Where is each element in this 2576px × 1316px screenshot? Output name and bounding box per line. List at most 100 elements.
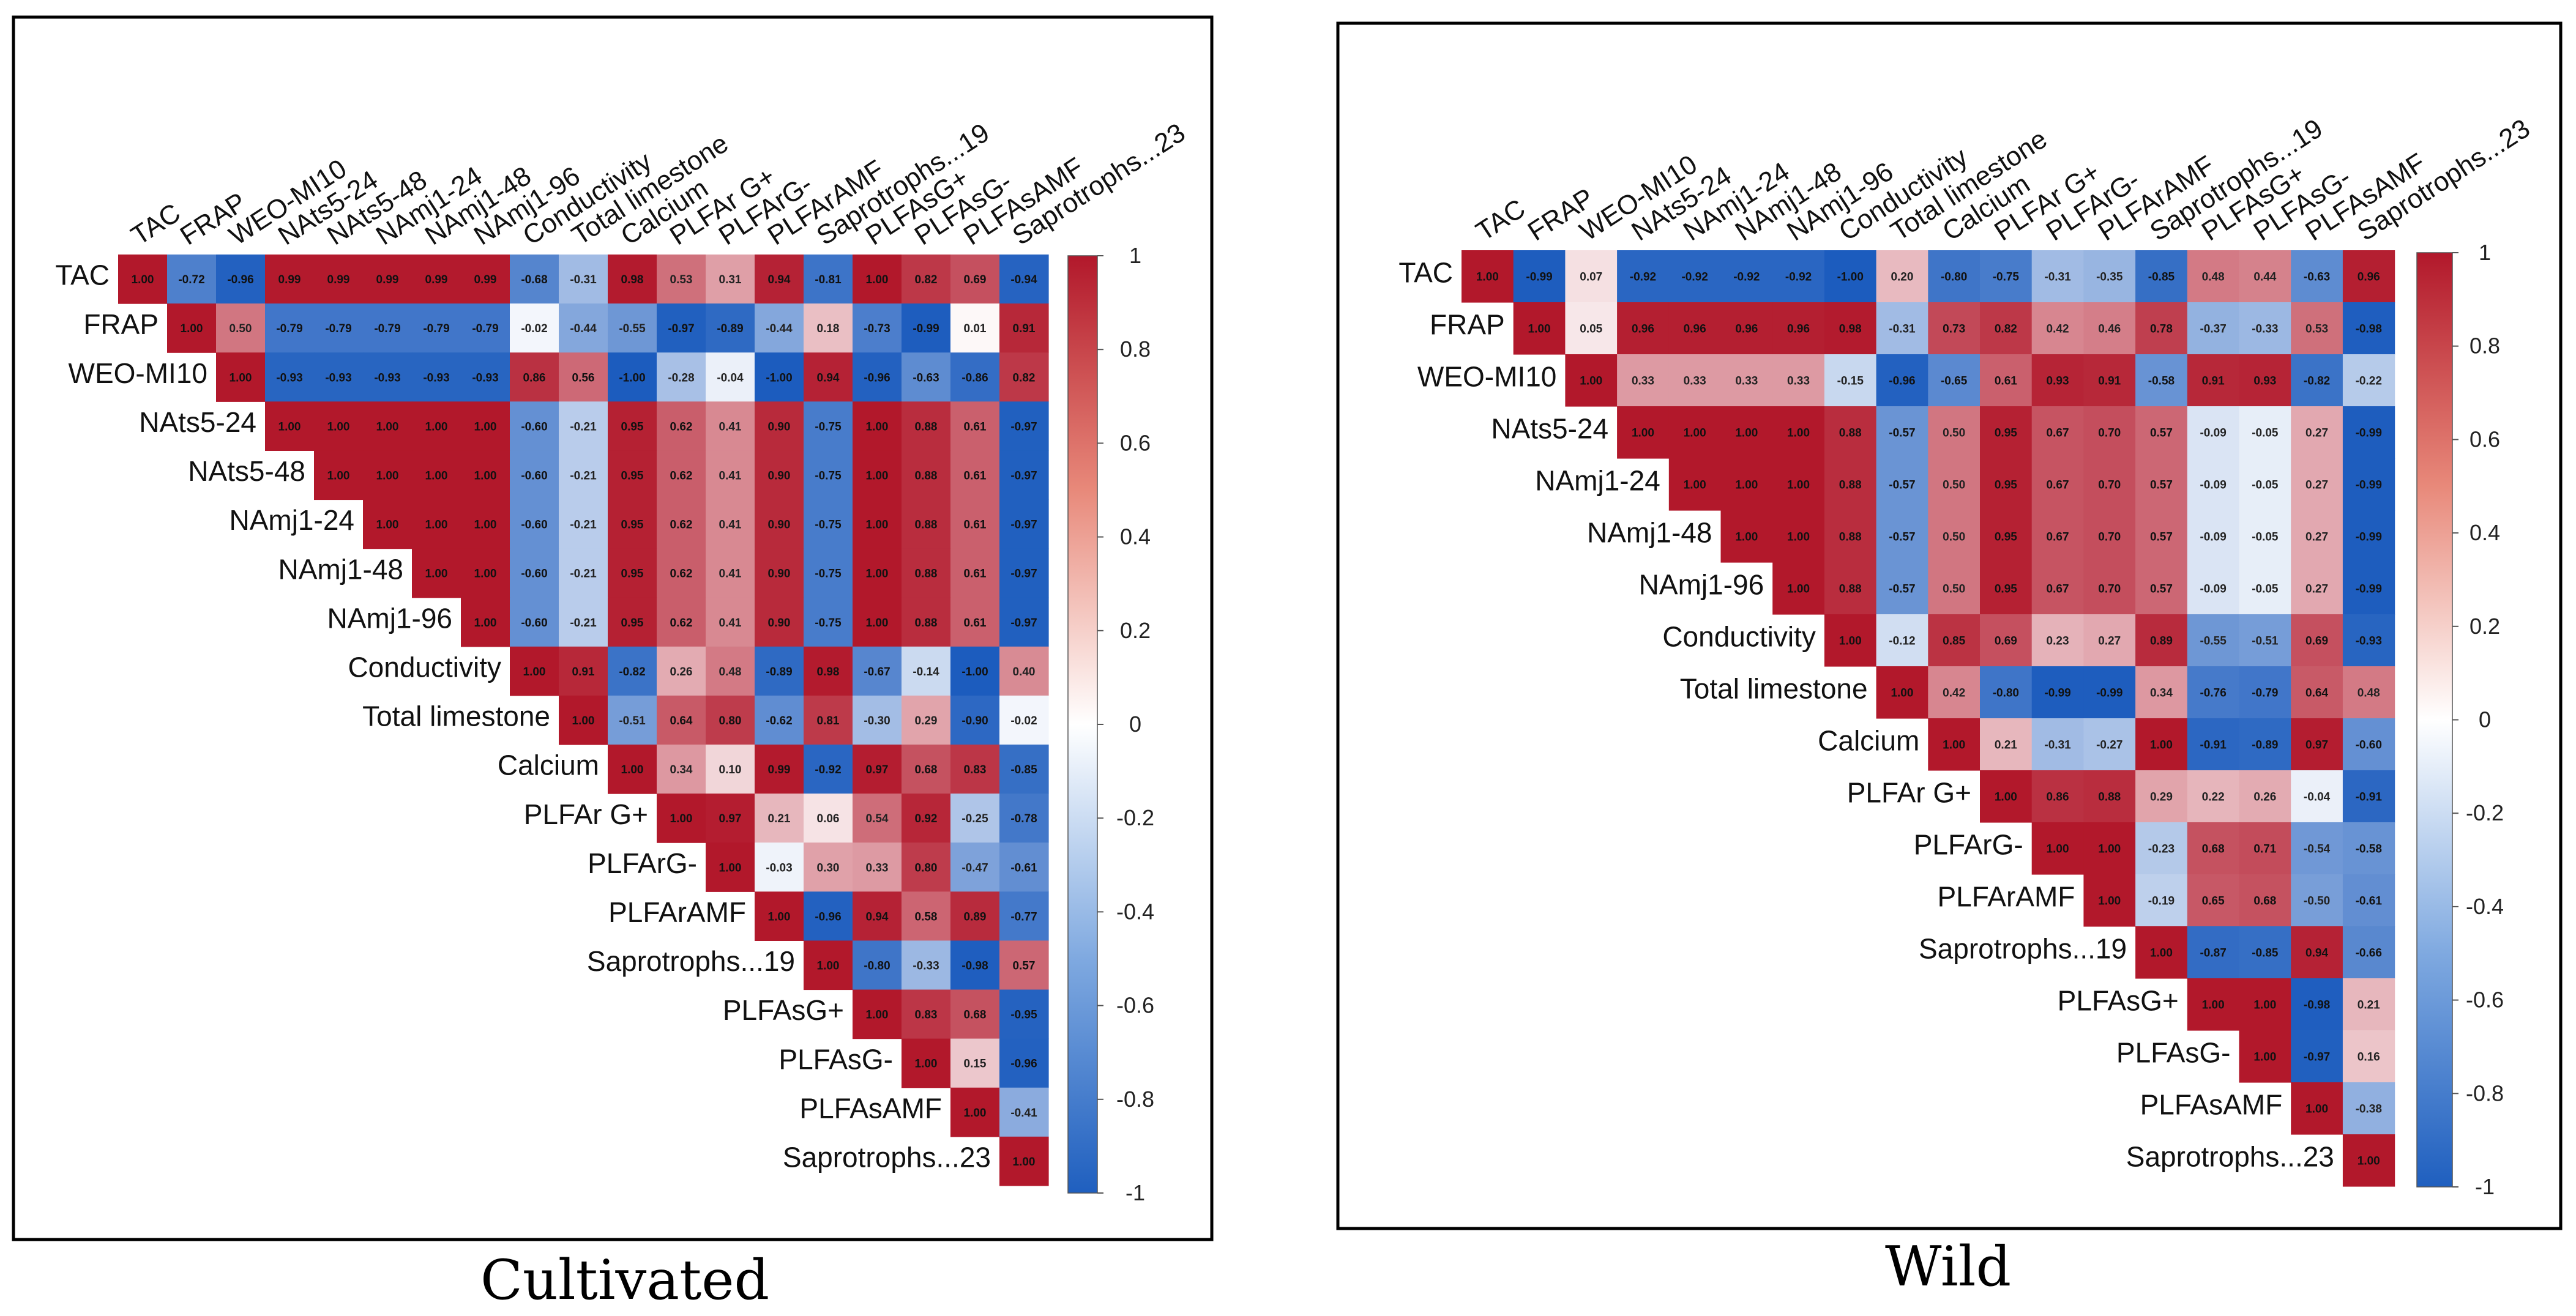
heatmap-cell (999, 940, 1049, 991)
heatmap-cell (1928, 718, 1981, 771)
heatmap-cell (1668, 250, 1722, 303)
cell-value: 0.62 (670, 469, 693, 482)
row-label: NAts5-48 (188, 455, 305, 487)
heatmap-cell (510, 352, 559, 402)
heatmap-cell (706, 794, 755, 843)
cell-value: 0.53 (2305, 323, 2328, 336)
cell-value: -0.89 (766, 666, 792, 678)
cell-value: -0.35 (2096, 271, 2123, 284)
cell-value: 0.41 (719, 420, 742, 433)
row-label: PLFAr G+ (524, 798, 648, 830)
heatmap-cell (608, 450, 657, 500)
cell-value: 0.88 (1839, 583, 1862, 596)
cell-value: 0.91 (1013, 322, 1036, 335)
cell-value: 0.88 (915, 568, 938, 581)
heatmap-cell (902, 940, 951, 991)
cell-value: -0.15 (1837, 375, 1864, 388)
heatmap-cell (216, 255, 266, 304)
cell-value: -0.80 (1993, 687, 2019, 700)
heatmap-cell (950, 352, 1000, 402)
heatmap-cell (2031, 718, 2084, 771)
cell-value: 0.33 (1684, 375, 1706, 388)
heatmap-cell (2135, 666, 2188, 719)
heatmap-cell (608, 745, 657, 794)
heatmap-cell (2187, 562, 2240, 615)
heatmap-cell (412, 255, 461, 304)
cell-value: 0.97 (866, 764, 889, 776)
heatmap-cell (853, 695, 902, 745)
colorbar-tick-label: 0.2 (2470, 614, 2500, 639)
heatmap-cell (1565, 354, 1618, 407)
heatmap-cell (2239, 770, 2291, 823)
heatmap-cell (1668, 406, 1722, 459)
cell-value: -0.57 (1889, 583, 1915, 596)
colorbar-tick-label: 0.2 (1120, 618, 1151, 643)
cultivated-panel-frame (12, 15, 1214, 1241)
cell-value: -0.04 (2304, 791, 2331, 804)
cell-value: 0.80 (719, 715, 742, 727)
heatmap-cell (1824, 250, 1877, 303)
heatmap-cell (902, 597, 951, 647)
heatmap-cell (853, 989, 902, 1039)
cell-value: 0.06 (817, 812, 840, 825)
heatmap-cell (1980, 718, 2033, 771)
heatmap-cell (2291, 406, 2343, 459)
cell-value: 1.00 (866, 469, 889, 482)
cell-value: 0.58 (915, 910, 938, 923)
cell-value: 1.00 (327, 469, 350, 482)
heatmap-cell (657, 499, 706, 549)
heatmap-cell (2135, 562, 2188, 615)
heatmap-cell (1928, 562, 1981, 615)
heatmap-cell (1668, 354, 1722, 407)
heatmap-cell (608, 303, 657, 353)
cell-value: 0.30 (817, 861, 840, 874)
cell-value: -0.97 (1010, 617, 1037, 630)
cell-value: 0.89 (2150, 635, 2173, 648)
cell-value: 0.99 (425, 273, 448, 286)
heatmap-cell (1928, 666, 1981, 719)
heatmap-cell (2239, 822, 2291, 875)
cell-value: -0.14 (913, 666, 939, 678)
heatmap-cell (1876, 510, 1928, 563)
cell-value: -0.05 (2252, 583, 2279, 596)
cell-value: 1.00 (1839, 635, 1862, 648)
row-label: Saprotrophs...19 (1919, 933, 2127, 965)
row-label: Saprotrophs...23 (2126, 1141, 2334, 1173)
cell-value: 0.90 (768, 420, 791, 433)
heatmap-cell (2342, 718, 2395, 771)
heatmap-cell (2239, 978, 2291, 1031)
wild-panel-frame (1336, 21, 2563, 1230)
heatmap-cell (804, 352, 853, 402)
heatmap-cell (950, 1087, 1000, 1137)
cell-value: 1.00 (1995, 791, 2017, 804)
cell-value: 0.98 (817, 666, 840, 678)
heatmap-cell (902, 450, 951, 500)
cell-value: -0.99 (913, 322, 939, 335)
heatmap-cell (2342, 614, 2395, 667)
cell-value: -0.57 (1889, 479, 1915, 492)
heatmap-cell (853, 646, 902, 696)
cell-value: -0.60 (521, 420, 547, 433)
cell-value: 0.69 (2305, 635, 2328, 648)
cell-value: 0.41 (719, 617, 742, 630)
cell-value: -0.85 (2252, 947, 2279, 960)
cell-value: 0.90 (768, 519, 791, 532)
row-label: PLFAsG+ (2058, 985, 2179, 1017)
heatmap-cell (950, 794, 1000, 843)
cell-value: -0.87 (2200, 947, 2226, 960)
heatmap-cell (363, 303, 413, 353)
cell-value: -0.65 (1941, 375, 1968, 388)
cell-value: 0.93 (2047, 375, 2069, 388)
cell-value: 0.33 (1787, 375, 1810, 388)
cell-value: 1.00 (915, 1058, 938, 1071)
heatmap-cell (2135, 822, 2188, 875)
heatmap-cell (216, 303, 266, 353)
row-label: Conductivity (348, 651, 501, 683)
heatmap-cell (999, 255, 1049, 304)
heatmap-cell (2342, 354, 2395, 407)
heatmap-cell (755, 597, 804, 647)
heatmap-cell (559, 597, 608, 647)
heatmap-cell (1876, 458, 1928, 511)
cell-value: 0.50 (1943, 427, 1965, 440)
cell-value: 1.00 (866, 617, 889, 630)
